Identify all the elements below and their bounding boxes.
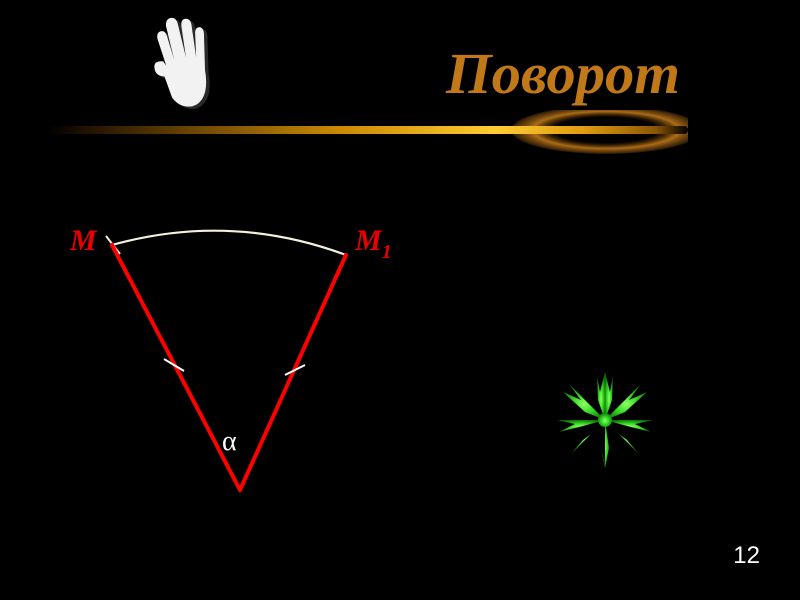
leaf-group	[557, 372, 653, 468]
underline-glow	[511, 110, 688, 154]
slide-root: Поворот	[0, 0, 800, 600]
arc-MM1	[112, 231, 346, 255]
leaf-icon	[555, 370, 655, 470]
label-M: M	[69, 224, 98, 257]
rotation-diagram: M M1 α	[40, 210, 440, 520]
hand-shape	[145, 15, 218, 110]
label-alpha: α	[222, 426, 237, 457]
label-M1: M1	[354, 224, 392, 263]
page-number: 12	[733, 542, 760, 570]
title-underline	[48, 110, 688, 150]
segment-OM	[112, 245, 240, 490]
segment-OM1	[240, 255, 346, 490]
underline-bar	[48, 126, 688, 134]
hand-shadow	[148, 15, 220, 110]
hand-icon	[140, 15, 220, 110]
slide-title: Поворот	[446, 40, 680, 107]
